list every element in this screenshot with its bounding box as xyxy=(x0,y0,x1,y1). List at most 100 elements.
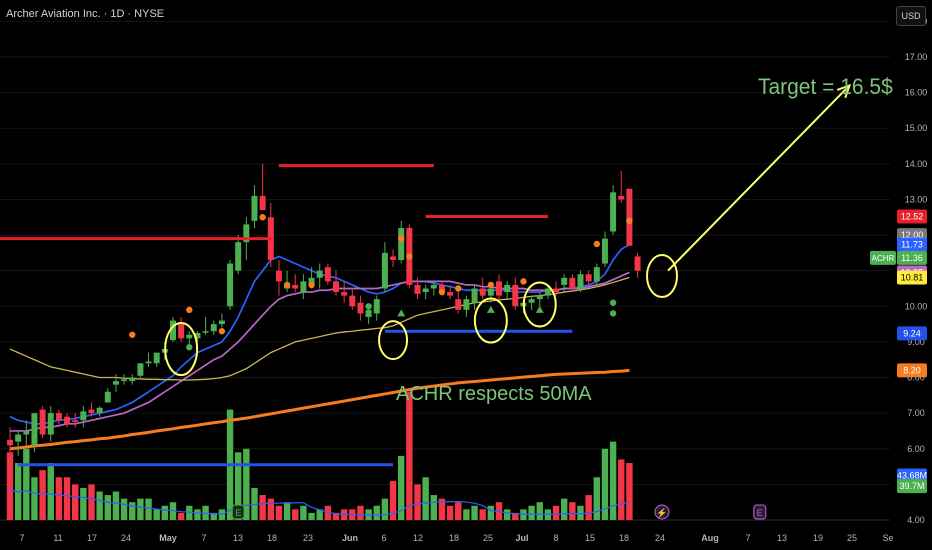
x-tick-label: 18 xyxy=(619,533,629,543)
x-tick-label: 18 xyxy=(267,533,277,543)
candle-body xyxy=(235,242,242,271)
candle-body xyxy=(145,361,152,364)
signal-dot xyxy=(186,306,193,314)
candle-body xyxy=(561,277,568,285)
x-tick-label: 25 xyxy=(847,533,857,543)
symbol-title[interactable]: Archer Aviation Inc. · 1D · NYSE xyxy=(6,8,165,20)
volume-bar xyxy=(479,509,486,520)
candle-body xyxy=(349,295,356,307)
candle-body xyxy=(398,227,405,260)
price-label: 12.00 xyxy=(901,230,924,240)
candle-body xyxy=(618,195,625,200)
candle-body xyxy=(308,277,315,285)
candle-body xyxy=(210,324,217,332)
candle-body xyxy=(447,292,454,296)
price-label: 8.20 xyxy=(903,365,921,375)
volume-bar xyxy=(373,505,380,520)
candle-body xyxy=(601,238,608,264)
candle-body xyxy=(553,288,560,293)
signal-dot xyxy=(438,288,446,296)
candle-body xyxy=(577,274,584,289)
volume-bar xyxy=(161,505,169,520)
volume-bar xyxy=(593,477,600,520)
x-tick-label: 7 xyxy=(19,533,24,543)
candle-body xyxy=(357,302,364,314)
volume-bar xyxy=(267,498,274,520)
candle-body xyxy=(333,281,339,293)
candle-body xyxy=(121,379,128,382)
y-tick-label: 10.00 xyxy=(905,301,928,311)
candle-body xyxy=(202,331,209,333)
y-tick-label: 8.00 xyxy=(907,373,925,383)
volume-bar xyxy=(422,477,429,520)
volume-bar xyxy=(430,495,437,520)
candle-body xyxy=(23,430,30,435)
volume-bar xyxy=(235,452,242,520)
x-tick-label: 7 xyxy=(745,533,750,543)
volume-bar xyxy=(561,498,568,520)
dividend-icon-glyph: ⚡ xyxy=(656,507,667,519)
signal-dot xyxy=(609,299,617,306)
price-label: 39.7M xyxy=(899,481,924,491)
candle-body xyxy=(88,409,95,414)
volume-bar xyxy=(243,448,250,520)
x-tick-label: 13 xyxy=(233,533,243,543)
signal-dot xyxy=(308,281,315,289)
volume-bar xyxy=(471,505,478,520)
grid xyxy=(0,20,890,521)
x-tick-label: 17 xyxy=(87,533,97,543)
signal-dot xyxy=(365,303,372,310)
volume-bar xyxy=(88,484,95,520)
volume-bar xyxy=(609,441,617,520)
x-tick-label: 7 xyxy=(201,533,206,543)
candle-body xyxy=(275,270,282,282)
signal-dot xyxy=(487,281,495,289)
x-tick-label: 24 xyxy=(121,533,131,543)
x-tick-label: 24 xyxy=(655,533,665,543)
price-label-box xyxy=(897,363,927,378)
candle-body xyxy=(528,299,535,303)
price-label: 11.73 xyxy=(901,240,923,250)
price-label: 43.68M xyxy=(897,470,927,480)
candle-body xyxy=(39,409,46,435)
candle-body xyxy=(137,363,144,376)
volume-bar xyxy=(357,505,364,520)
volume-bar xyxy=(300,505,307,520)
candle-body xyxy=(585,274,592,282)
x-tick-label: Se xyxy=(882,533,893,543)
earnings-icon xyxy=(231,504,245,520)
dividend-icon xyxy=(654,504,670,520)
candle-body xyxy=(186,334,193,339)
currency-button[interactable]: USD xyxy=(896,6,926,26)
candle-body xyxy=(471,288,478,303)
x-tick-label: 6 xyxy=(381,533,386,543)
moving-average-line xyxy=(10,271,630,432)
candle-body xyxy=(496,281,502,296)
price-label: 10.81 xyxy=(901,272,924,282)
candle-body xyxy=(55,413,62,421)
candle-body xyxy=(218,320,225,325)
signal-dot xyxy=(129,331,136,338)
volume-bar xyxy=(536,502,543,520)
signal-dot xyxy=(609,310,617,317)
earnings-icon-glyph: E xyxy=(757,508,763,518)
price-label-box xyxy=(897,209,927,224)
y-tick-label: 7.00 xyxy=(907,408,925,418)
x-tick-label: Jul xyxy=(515,533,528,543)
price-label-box xyxy=(897,250,927,265)
volume-bar xyxy=(96,491,103,520)
volume-bar xyxy=(398,455,405,520)
candle-body xyxy=(112,381,119,385)
signal-dot xyxy=(455,285,462,292)
price-label: 11.36 xyxy=(901,253,923,263)
candle-body xyxy=(373,299,380,314)
x-tick-label: 25 xyxy=(483,533,493,543)
x-tick-label: Aug xyxy=(701,533,719,543)
signal-dot xyxy=(593,240,600,248)
volume-bar xyxy=(487,505,495,520)
candle-body xyxy=(72,420,79,423)
target-arrow-line xyxy=(667,84,851,272)
price-label-box xyxy=(897,326,927,341)
volume-bar xyxy=(528,505,535,520)
